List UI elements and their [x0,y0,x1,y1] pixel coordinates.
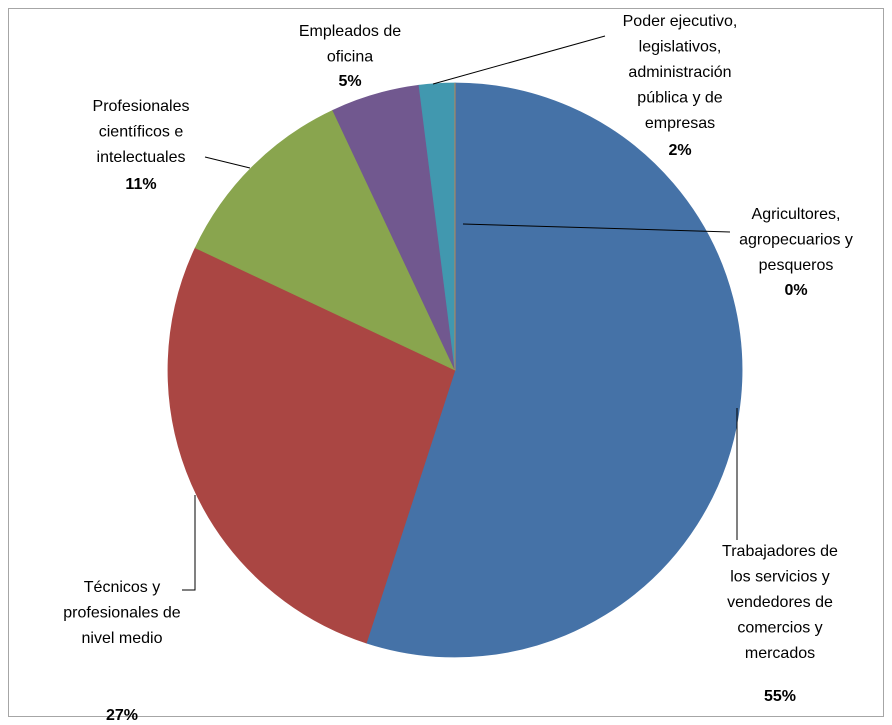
leader-line [432,35,606,85]
pie-slice [365,82,743,658]
slice-label: Agricultores, agropecuarios y pesqueros [739,206,853,274]
slice-label: Poder ejecutivo, legislativos, administrac… [623,13,738,132]
value-label: 55% [764,688,796,705]
slice-label: Trabajadores de los servicios y vendedores… [722,543,838,662]
slice-label: Empleados de oficina [299,23,401,66]
pie-slice [194,109,456,371]
leader-line [182,495,196,591]
value-label: 11% [125,176,156,193]
value-label: 0% [784,282,807,299]
value-label: 27% [106,707,138,724]
slice-label: Técnicos y profesionales de nivel medio [63,579,181,647]
value-label: 5% [338,73,361,90]
value-label: 2% [668,142,691,159]
slice-label: Profesionales científicos e intelectuales [93,98,190,166]
leader-line [462,223,731,233]
pie-slice [167,247,456,644]
leader-line [204,156,251,169]
